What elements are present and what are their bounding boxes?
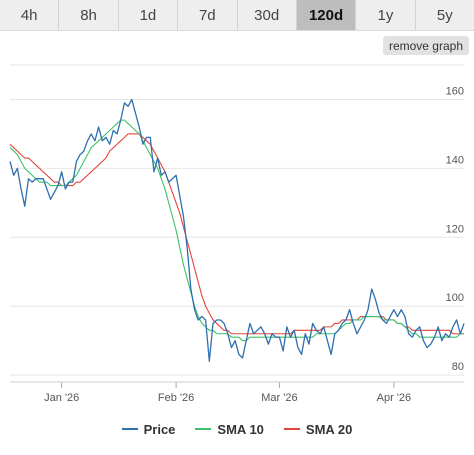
legend-label-price: Price	[143, 421, 176, 437]
tab-1d[interactable]: 1d	[119, 0, 179, 30]
legend-item-sma10[interactable]: SMA 10	[195, 421, 264, 437]
series-line-sma20	[9, 133, 464, 335]
series-line-sma10	[9, 119, 464, 342]
tab-7d[interactable]: 7d	[178, 0, 238, 30]
y-axis-ticks: 80 100 120 140 160	[446, 85, 464, 373]
legend-label-sma20: SMA 20	[305, 421, 353, 437]
x-tick-label: Mar '26	[261, 392, 297, 404]
tab-5y[interactable]: 5y	[436, 6, 453, 24]
range-tab-bar: 4h 8h 1d 7d 30d 120d 1y 5y	[0, 0, 474, 31]
tab-8h[interactable]: 8h	[59, 0, 119, 30]
x-tick-label: Apr '26	[377, 392, 412, 404]
y-tick-label: 120	[446, 223, 464, 235]
tab-30d[interactable]: 30d	[238, 0, 297, 30]
y-tick-label: 160	[446, 85, 464, 97]
remove-graph-button[interactable]: remove graph	[382, 36, 469, 55]
x-tick-label: Feb '26	[158, 392, 194, 404]
legend-swatch-sma20	[283, 428, 300, 430]
tab-120d[interactable]: 120d	[296, 0, 357, 30]
y-tick-label: 100	[446, 292, 464, 304]
tab-1y[interactable]: 1y	[356, 0, 416, 30]
grid-lines	[10, 64, 464, 376]
series-lines	[9, 98, 465, 362]
legend-item-price[interactable]: Price	[121, 421, 176, 437]
legend-label-sma10: SMA 10	[217, 421, 264, 437]
tab-4h[interactable]: 4h	[0, 0, 60, 30]
series-line-price	[9, 98, 465, 362]
y-tick-label: 140	[446, 154, 464, 166]
x-axis-ticks: Jan '26 Feb '26 Mar '26 Apr '26	[10, 381, 464, 404]
legend-swatch-sma10	[195, 428, 212, 430]
chart-legend: Price SMA 10 SMA 20	[0, 420, 474, 438]
y-tick-label: 80	[452, 361, 464, 373]
legend-swatch-price	[121, 428, 138, 430]
legend-item-sma20[interactable]: SMA 20	[283, 421, 353, 437]
x-tick-label: Jan '26	[44, 392, 79, 404]
